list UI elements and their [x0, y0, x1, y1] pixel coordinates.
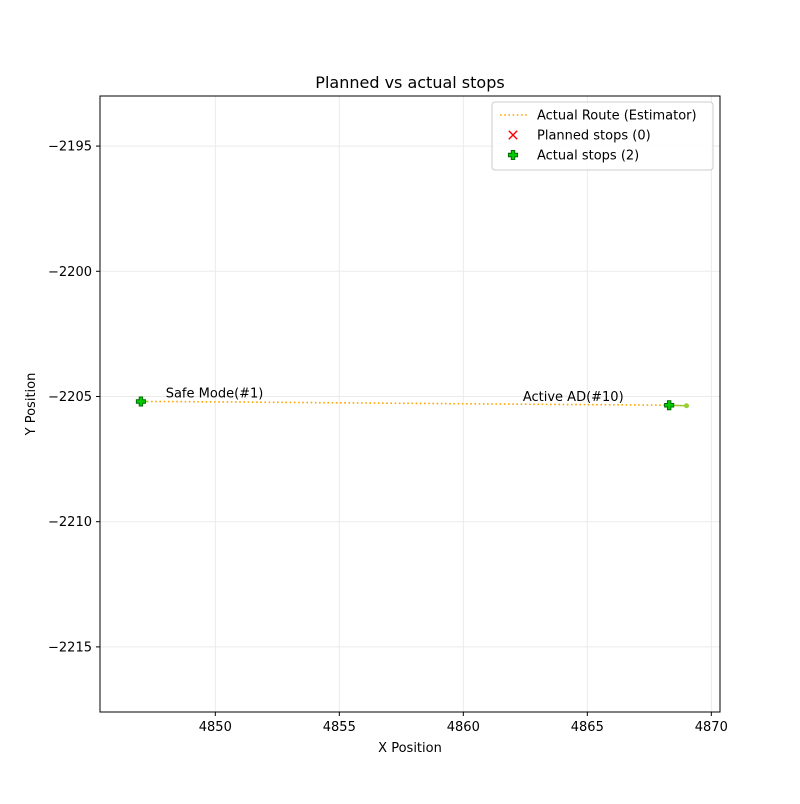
legend-actual-swatch: [507, 149, 519, 161]
stop-annotation: Safe Mode(#1): [166, 386, 264, 401]
x-tick-label: 4865: [571, 720, 604, 735]
legend-planned-swatch: [508, 130, 518, 140]
plot-frame: [99, 95, 721, 713]
stop-annotation: Active AD(#10): [523, 390, 624, 405]
route-end-point: [684, 403, 690, 409]
series-layer: [135, 396, 690, 411]
legend-entry: Actual stops (2): [537, 149, 639, 164]
legend: Actual Route (Estimator) Planned stops (0…: [491, 101, 714, 171]
legend-entry: Actual Route (Estimator): [537, 109, 697, 124]
annotation-layer: Safe Mode(#1) Active AD(#10): [166, 386, 624, 405]
x-tick-label: 4870: [695, 720, 728, 735]
y-tick-label: −2195: [48, 140, 92, 155]
legend-entry: Planned stops (0): [537, 129, 651, 144]
actual-stop-marker: [135, 396, 146, 407]
y-tick-label: −2205: [48, 390, 92, 405]
y-tick-label: −2210: [48, 515, 92, 530]
y-tick-label: −2215: [48, 640, 92, 655]
route-line: [138, 400, 687, 407]
y-axis-label: Y Position: [24, 373, 39, 437]
chart-title: Planned vs actual stops: [315, 73, 504, 92]
actual-stop-marker: [664, 400, 675, 411]
legend-box: [491, 101, 714, 171]
x-tick-label: 4855: [323, 720, 356, 735]
x-tick-label: 4850: [199, 720, 232, 735]
tick-layer: 4850 4855 4860 4865 4870 −2195 −2200 −2205 −2210…: [48, 140, 728, 735]
x-tick-label: 4860: [447, 720, 480, 735]
y-tick-label: −2200: [48, 265, 92, 280]
x-axis-label: X Position: [378, 741, 442, 756]
